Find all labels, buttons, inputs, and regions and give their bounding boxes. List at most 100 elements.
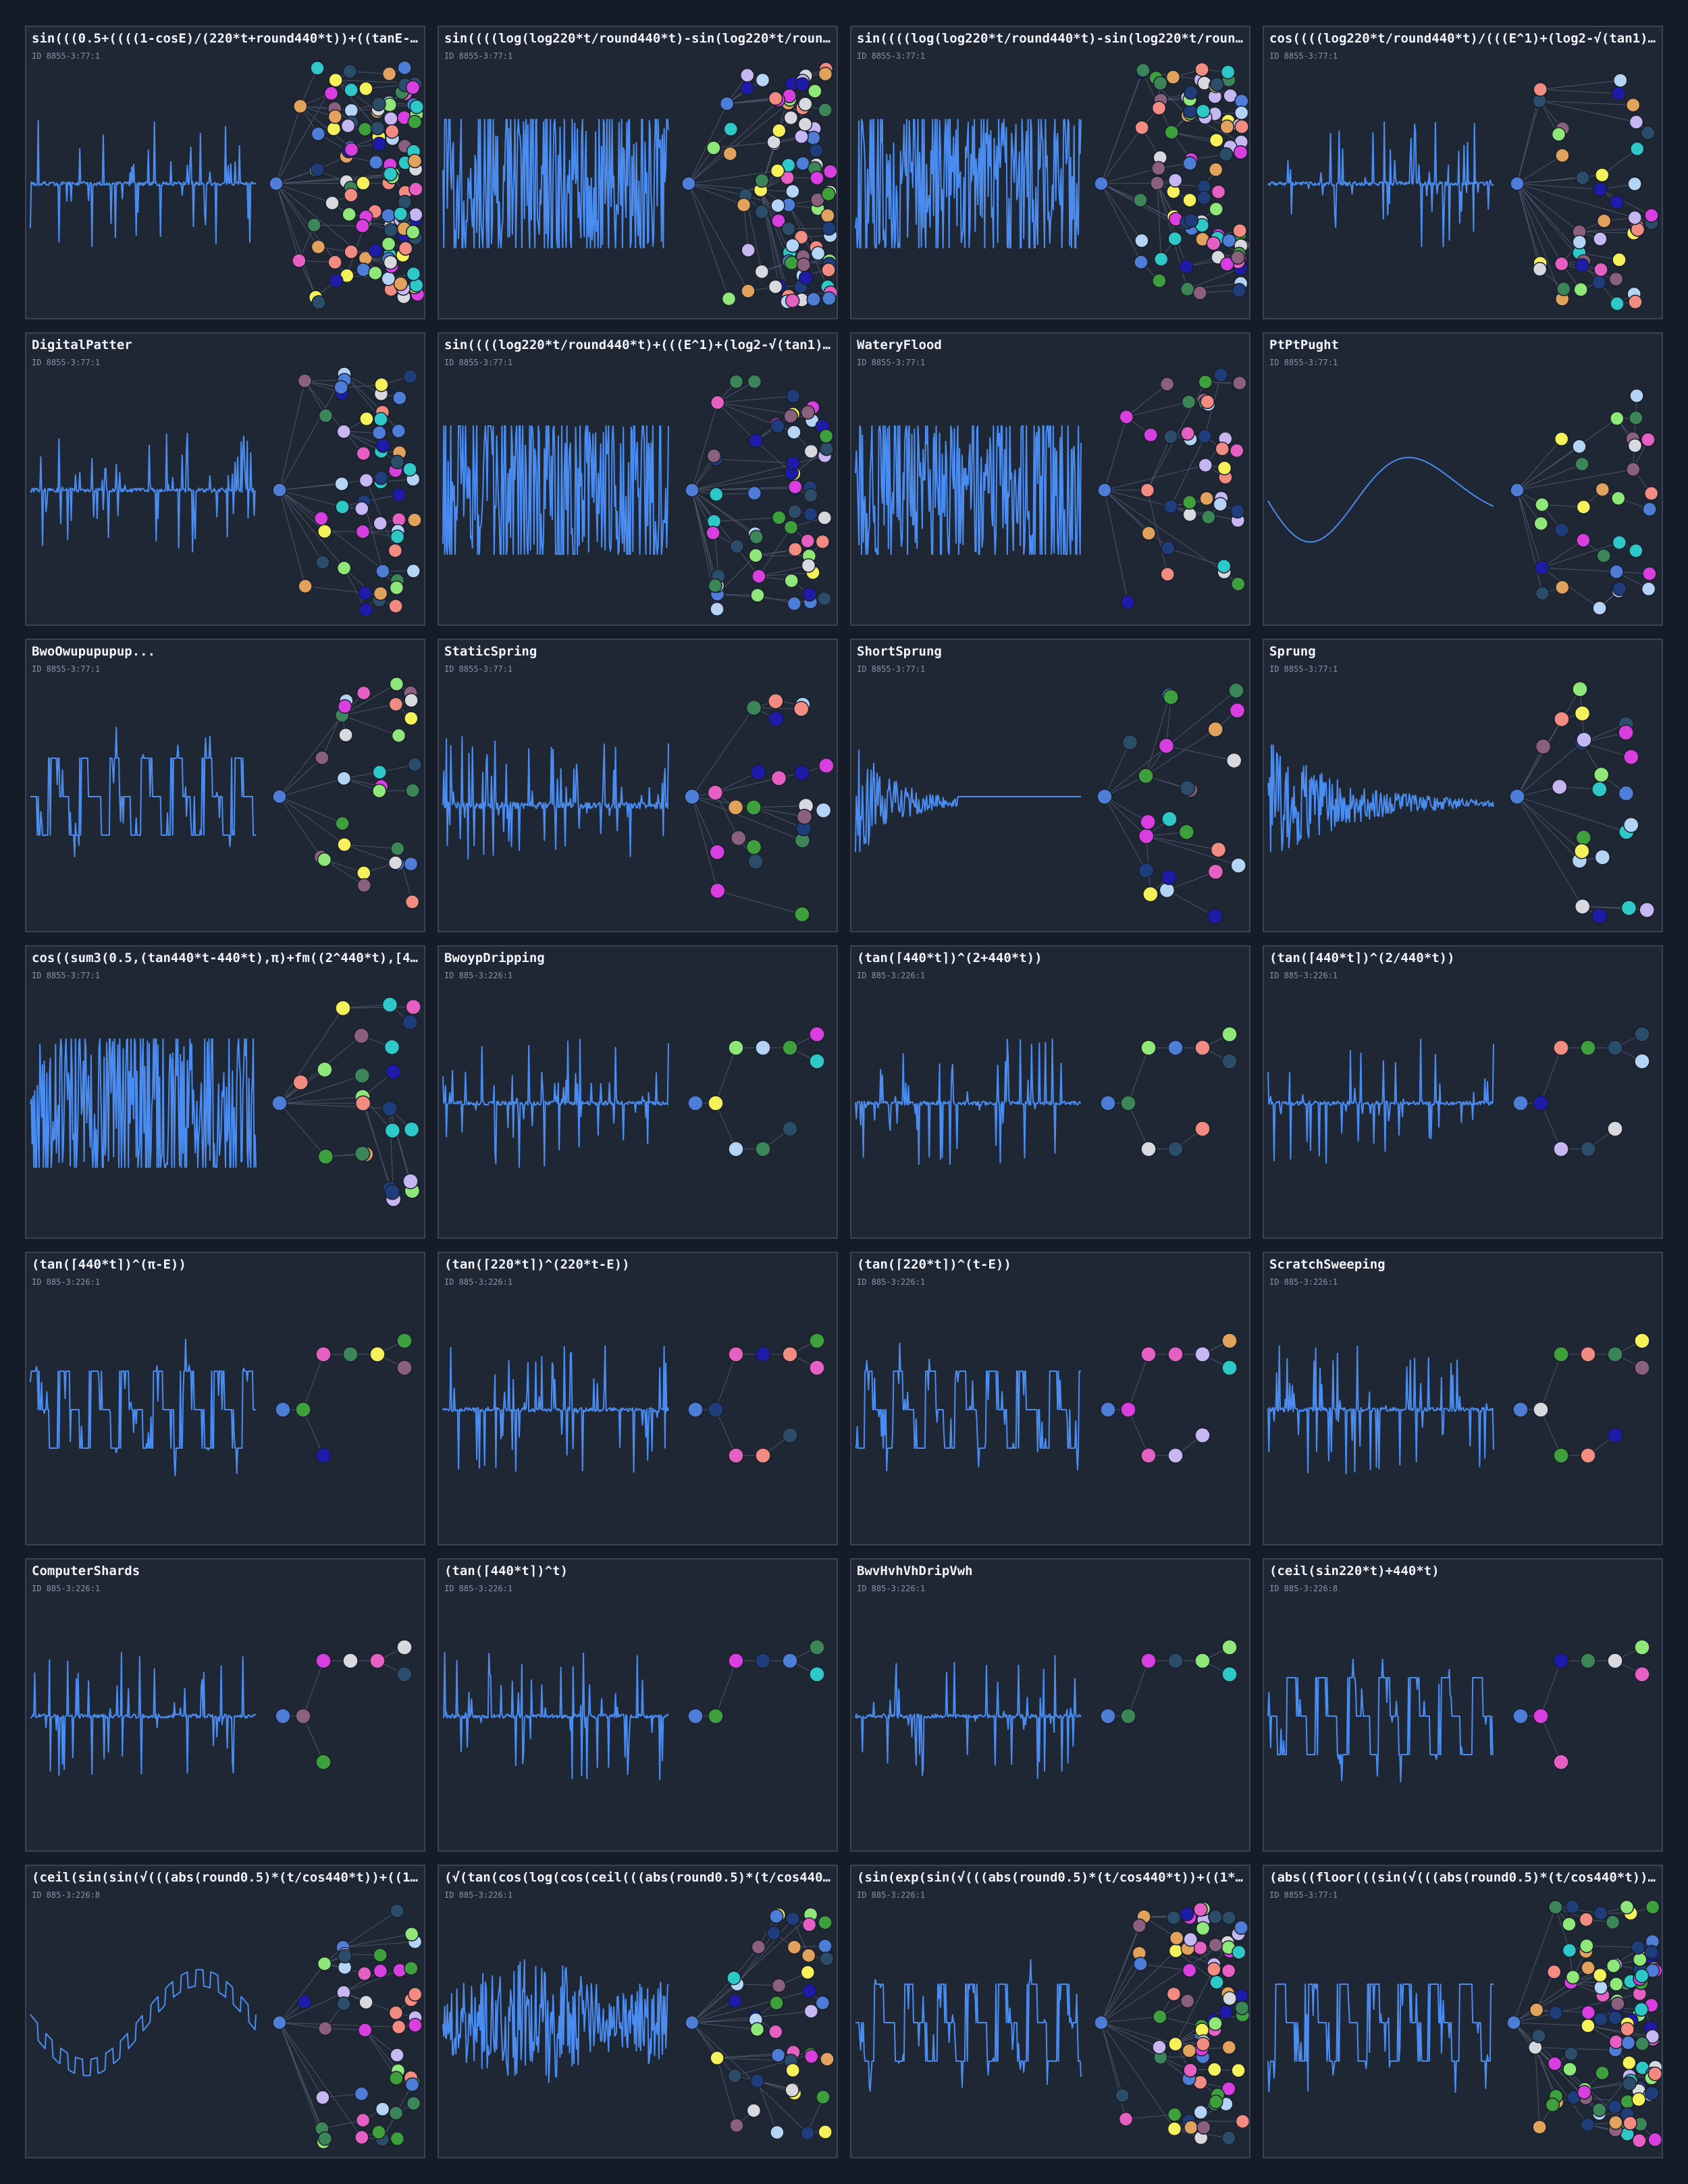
tree-node[interactable]: [728, 1346, 744, 1362]
tree-node[interactable]: [1629, 543, 1643, 558]
synth-card[interactable]: (tan(⌈220*t⌉)^(220*t-E)) ID 885-3:226:1: [438, 1252, 838, 1545]
tree-node[interactable]: [1138, 768, 1154, 784]
tree-node[interactable]: [768, 693, 784, 710]
tree-node[interactable]: [1629, 115, 1644, 130]
tree-node[interactable]: [1232, 283, 1246, 298]
synth-card[interactable]: (√(tan(cos(log(cos(ceil(((abs(round0.5)*…: [438, 1865, 838, 2158]
synth-card[interactable]: (tan(⌈440*t⌉)^(2+440*t)) ID 885-3:226:1: [850, 945, 1250, 1239]
tree-node[interactable]: [408, 207, 423, 222]
tree-node[interactable]: [1596, 213, 1612, 228]
tree-node[interactable]: [1140, 1653, 1157, 1669]
tree-node[interactable]: [1622, 2076, 1637, 2092]
tree-node[interactable]: [771, 510, 787, 525]
tree-node[interactable]: [1198, 375, 1213, 390]
tree-node[interactable]: [393, 276, 408, 292]
tree-node[interactable]: [373, 516, 388, 531]
tree-node[interactable]: [1553, 1653, 1569, 1669]
tree-node[interactable]: [1555, 580, 1570, 595]
tree-node[interactable]: [729, 2118, 744, 2133]
synth-card[interactable]: WateryFlood ID 8855-3:77:1: [850, 332, 1250, 626]
synth-card[interactable]: sin((((log220*t/round440*t)+(((E^1)+(log…: [438, 332, 838, 626]
tree-node[interactable]: [298, 579, 313, 594]
tree-node[interactable]: [739, 81, 755, 96]
tree-node[interactable]: [808, 84, 822, 99]
synth-card[interactable]: StaticSpring ID 8855-3:77:1: [438, 639, 838, 932]
tree-node[interactable]: [403, 1121, 420, 1138]
tree-node[interactable]: [1644, 208, 1659, 223]
tree-node[interactable]: [1159, 377, 1175, 392]
tree-node[interactable]: [385, 1063, 402, 1080]
tree-node[interactable]: [1234, 1920, 1249, 1936]
tree-node[interactable]: [1612, 252, 1627, 267]
tree-node[interactable]: [818, 103, 833, 117]
tree-node[interactable]: [1232, 1944, 1246, 1960]
tree-node[interactable]: [1581, 2005, 1596, 2020]
tree-node[interactable]: [1545, 2098, 1560, 2112]
tree-node[interactable]: [747, 853, 764, 870]
tree-node[interactable]: [342, 207, 357, 222]
tree-node[interactable]: [359, 411, 374, 427]
tree-node[interactable]: [1632, 2133, 1647, 2148]
tree-node[interactable]: [1608, 2115, 1623, 2130]
tree-node[interactable]: [1647, 2132, 1662, 2148]
tree-node[interactable]: [1593, 232, 1608, 246]
tree-node[interactable]: [1183, 2062, 1198, 2078]
tree-node[interactable]: [407, 757, 423, 772]
tree-node[interactable]: [1158, 737, 1175, 754]
tree-node[interactable]: [1627, 176, 1642, 192]
tree-node[interactable]: [1100, 1402, 1116, 1418]
tree-node[interactable]: [1634, 1666, 1650, 1682]
tree-node[interactable]: [1151, 101, 1167, 115]
tree-node[interactable]: [372, 765, 387, 780]
tree-node[interactable]: [392, 487, 406, 502]
tree-node[interactable]: [1208, 1938, 1223, 1952]
tree-node[interactable]: [1553, 1447, 1569, 1464]
tree-node[interactable]: [785, 456, 801, 471]
tree-node[interactable]: [1235, 2114, 1249, 2129]
tree-node[interactable]: [719, 96, 735, 111]
synth-card[interactable]: cos((((log220*t/round440*t)/(((E^1)+(log…: [1263, 26, 1663, 319]
tree-node[interactable]: [297, 373, 313, 388]
tree-node[interactable]: [1180, 282, 1195, 297]
tree-node[interactable]: [1551, 127, 1566, 142]
tree-node[interactable]: [1167, 2107, 1182, 2122]
tree-node[interactable]: [1100, 1095, 1116, 1111]
tree-node[interactable]: [755, 1346, 771, 1362]
tree-node[interactable]: [1623, 749, 1639, 765]
tree-node[interactable]: [1208, 1909, 1223, 1925]
tree-node[interactable]: [311, 126, 326, 142]
tree-node[interactable]: [823, 164, 837, 179]
tree-node[interactable]: [373, 1963, 388, 1979]
tree-node[interactable]: [684, 789, 700, 805]
synth-card[interactable]: sin((((log(log220*t/round440*t)-sin(log2…: [438, 26, 838, 319]
tree-node[interactable]: [1592, 600, 1607, 616]
tree-node[interactable]: [1580, 1653, 1596, 1669]
tree-node[interactable]: [393, 207, 408, 221]
tree-node[interactable]: [381, 66, 397, 82]
tree-node[interactable]: [1234, 105, 1249, 120]
tree-node[interactable]: [271, 1095, 288, 1111]
tree-node[interactable]: [272, 789, 287, 804]
tree-node[interactable]: [1573, 282, 1588, 297]
tree-node[interactable]: [1192, 286, 1207, 300]
tree-node[interactable]: [1094, 176, 1109, 191]
tree-node[interactable]: [369, 155, 384, 170]
tree-node[interactable]: [1593, 766, 1610, 783]
tree-node[interactable]: [706, 525, 720, 541]
tree-node[interactable]: [783, 408, 798, 424]
tree-node[interactable]: [1230, 857, 1246, 874]
tree-node[interactable]: [1179, 780, 1196, 797]
tree-node[interactable]: [388, 697, 404, 712]
tree-node[interactable]: [1553, 1346, 1569, 1362]
tree-node[interactable]: [821, 263, 836, 277]
tree-node[interactable]: [1608, 271, 1624, 287]
tree-node[interactable]: [1607, 1040, 1623, 1056]
tree-node[interactable]: [344, 244, 359, 259]
tree-node[interactable]: [272, 2015, 287, 2030]
tree-node[interactable]: [1572, 681, 1588, 697]
tree-node[interactable]: [1207, 721, 1223, 738]
tree-node[interactable]: [1634, 1968, 1650, 1983]
tree-node[interactable]: [359, 473, 374, 488]
tree-node[interactable]: [785, 1911, 800, 1926]
tree-node[interactable]: [795, 77, 810, 92]
